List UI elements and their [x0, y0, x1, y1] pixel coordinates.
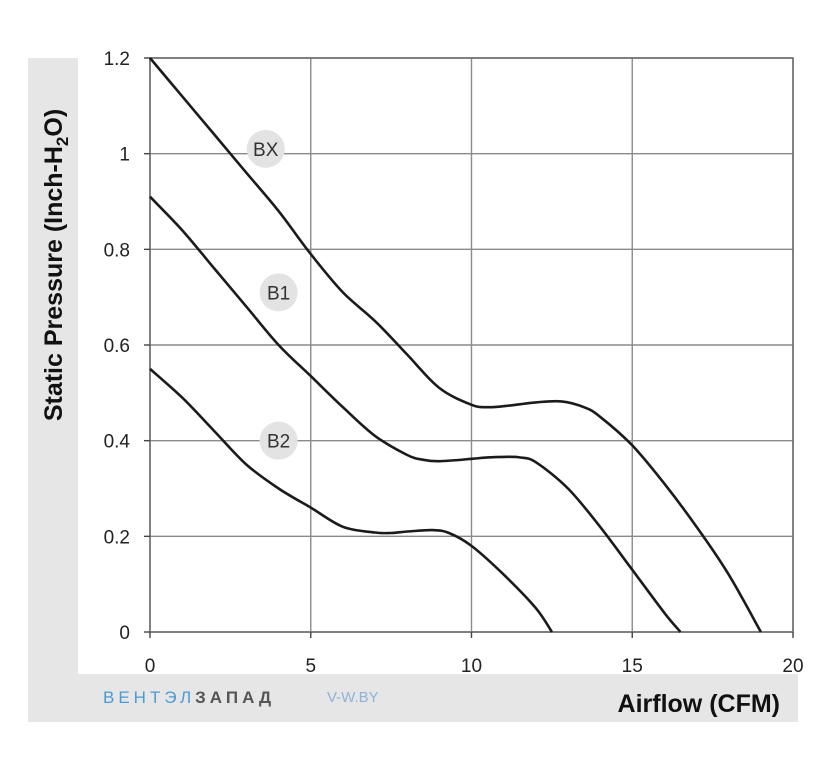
series-b2-label: B2	[267, 432, 290, 453]
y-tick-label: 0	[119, 623, 130, 644]
y-axis-title-subscript: 2	[53, 137, 72, 146]
x-tick-label: 15	[622, 656, 643, 677]
series-b1-line	[149, 195, 682, 633]
y-tick-label: 0.8	[104, 240, 130, 261]
y-tick-label: 0.6	[104, 336, 130, 357]
y-tick-label: 0.4	[104, 432, 131, 453]
x-tick-label: 5	[305, 656, 316, 677]
y-axis-title: Static Pressure (Inch-H2O)	[40, 109, 72, 421]
series-bx-line	[149, 57, 763, 633]
y-tick-label: 0.2	[104, 527, 130, 548]
brand-name-part1: ВЕНТЭЛ	[103, 688, 195, 707]
series-b2-line	[149, 367, 553, 633]
series-b1-label-badge	[259, 273, 298, 312]
brand-name-part2: ЗАПАД	[195, 688, 275, 707]
series-b1-label: B1	[267, 283, 290, 304]
y-tick-label: 1.2	[104, 49, 130, 70]
brand-name: ВЕНТЭЛЗАПАД	[103, 688, 275, 707]
series-labels: BX B1 B2	[246, 129, 298, 460]
y-tick-label: 1	[119, 145, 130, 166]
x-tick-label: 20	[782, 656, 803, 677]
x-tick-label: 10	[461, 656, 482, 677]
series-b2-label-badge	[259, 421, 298, 460]
y-axis-title-end: O)	[40, 109, 68, 137]
y-axis-ticks: 0 0.2 0.4 0.6 0.8 1 1.2	[104, 49, 150, 644]
series-bx-label: BX	[253, 140, 279, 161]
series-group	[149, 57, 763, 633]
bottom-band	[28, 674, 798, 722]
plot-background	[78, 58, 798, 674]
series-bx-label-badge	[246, 129, 285, 168]
left-band	[28, 58, 78, 722]
y-axis-title-main: Static Pressure (Inch-H	[40, 146, 68, 421]
x-axis-title: Airflow (CFM)	[618, 690, 780, 718]
brand-site: V-W.BY	[327, 689, 379, 706]
x-axis-ticks: 0 5 10 15 20	[145, 632, 804, 677]
x-tick-label: 0	[145, 656, 156, 677]
